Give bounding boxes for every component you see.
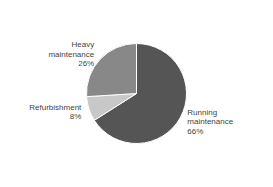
svg-text:Runningmaintenance66%: Runningmaintenance66% <box>187 107 233 135</box>
svg-text:Heavymaintenance26%: Heavymaintenance26% <box>48 40 94 68</box>
svg-text:Refurbishment8%: Refurbishment8% <box>29 102 82 121</box>
